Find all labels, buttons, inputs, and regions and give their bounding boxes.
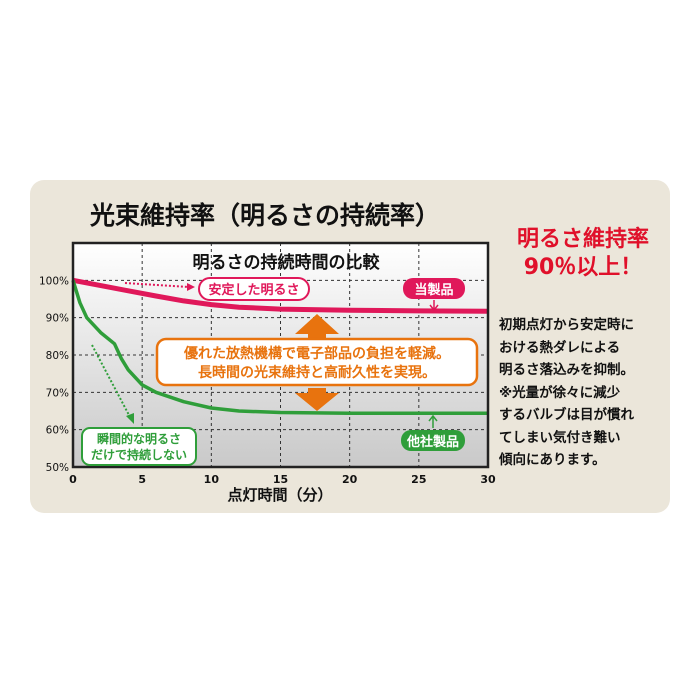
page-title: 光束維持率（明るさの持続率） [90,201,441,230]
x-tick-label: 0 [69,473,77,486]
x-tick-label: 30 [480,473,496,486]
down-arrow-icon [295,388,339,411]
description-line: 初期点灯から安定時に [499,317,634,333]
momentary-label-box [81,427,197,466]
center-note-line: 優れた放熱機構で電子部品の負担を軽減。 [183,345,450,362]
competitor-label: 他社製品 [406,434,459,450]
description: 初期点灯から安定時に おける熱ダレによる 明るさ落込みを抑制。 ※光量が徐々に減… [499,314,669,472]
y-tick-label: 100% [39,275,69,287]
stable-arrow-head [187,283,195,291]
our-product-label: 当製品 [414,282,453,298]
series-line-1 [71,279,488,415]
description-line: おける熱ダレによる [499,339,621,356]
chart-title: 明るさの持続時間の比較 [193,252,381,273]
competitor-badge [401,430,465,451]
momentary-label-line: だけで持続しない [91,447,187,462]
headline-line-2: 90％以上！ [523,255,643,280]
stable-arrow [124,282,189,288]
stable-label-box [198,277,310,301]
up-arrow-icon [295,314,339,338]
series-line-0 [72,277,489,314]
x-axis-label: 点灯時間（分） [227,486,332,504]
x-tick-label: 5 [138,473,146,486]
y-tick-label: 60% [46,425,69,437]
description-line: 傾向にあります。 [499,452,606,468]
y-tick-label: 70% [46,387,69,399]
plot-frame [71,241,490,469]
momentary-label-line: 瞬間的な明るさ [97,431,181,446]
our-product-badge [403,278,465,299]
headline-line-1: 明るさ維持率 [516,227,649,252]
competitor-pointer-icon [428,414,438,428]
x-tick-label: 15 [273,473,288,486]
description-line: するバルブは目が慣れ [499,407,634,423]
description-line: 明るさ落込みを抑制。 [499,362,634,378]
y-tick-label: 90% [46,313,69,325]
description-line: ※光量が徐々に減少 [499,384,621,401]
description-line: てしまい気付き難い [499,429,621,446]
y-tick-label: 80% [46,350,69,362]
x-tick-label: 25 [411,473,426,486]
x-tick-label: 10 [204,473,220,486]
our-product-pointer-icon [429,300,439,312]
momentary-arrow-head [126,413,134,424]
x-tick-label: 20 [342,473,358,486]
center-note-box [155,337,479,387]
y-tick-label: 50% [46,462,69,474]
momentary-arrow [91,344,131,418]
stable-label: 安定した明るさ [208,282,299,298]
headline: 明るさ維持率 90％以上！ [498,226,668,282]
center-note-line: 長時間の光束維持と高耐久性を実現。 [198,364,436,381]
